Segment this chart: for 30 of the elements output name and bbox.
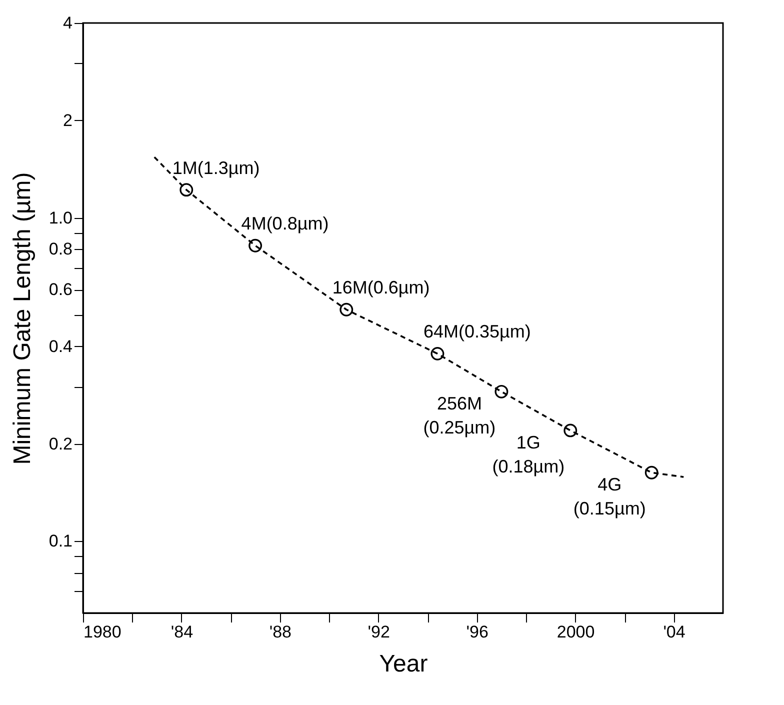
y-tick-label: 0.6 (48, 280, 72, 300)
x-tick-label: 2000 (556, 622, 595, 642)
annotation: 16M(0.6µm) (332, 278, 430, 298)
annotation: 256M (0.25µm) (423, 394, 496, 438)
x-tick-label: '04 (663, 622, 686, 642)
x-tick-label: 1980 (84, 622, 122, 642)
x-tick-label: '96 (466, 622, 488, 642)
point (494, 384, 508, 398)
x-axis-title: Year (379, 650, 428, 678)
y-tick-label: 4 (63, 14, 72, 32)
y-tick-label: 0.1 (48, 532, 72, 551)
annotation: 4M(0.8µm) (241, 214, 329, 234)
point (180, 183, 194, 197)
y-tick-label: 0.4 (48, 336, 72, 356)
point (644, 466, 658, 480)
annotation: 1M(1.3µm) (172, 158, 260, 178)
y-tick-label: 1.0 (48, 208, 72, 228)
point (248, 238, 262, 252)
annotation: 64M(0.35µm) (423, 322, 531, 342)
x-tick-label: '84 (170, 622, 194, 642)
point (340, 302, 354, 316)
x-tick-label: '92 (368, 622, 390, 642)
annotation: 4G (0.15µm) (573, 474, 646, 519)
point (430, 346, 444, 360)
y-tick-label: 2 (63, 110, 72, 130)
y-tick-label: 0.2 (48, 434, 72, 454)
point (564, 424, 578, 438)
y-tick-label: 0.8 (48, 240, 72, 259)
x-tick-label: '88 (269, 622, 292, 642)
y-axis-title: Minimum Gate Length (µm) (8, 172, 36, 465)
